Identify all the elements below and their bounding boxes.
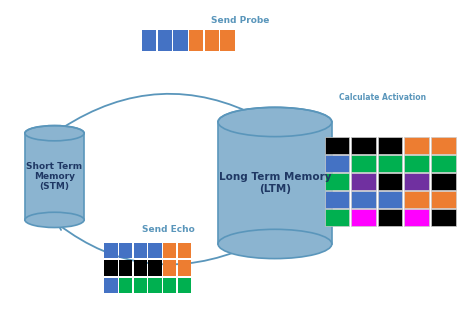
- Bar: [25, 133, 84, 220]
- Bar: [178, 278, 191, 293]
- Ellipse shape: [218, 107, 332, 137]
- Ellipse shape: [218, 229, 332, 259]
- Bar: [325, 137, 349, 154]
- Bar: [142, 30, 156, 51]
- Bar: [351, 191, 376, 208]
- Bar: [104, 243, 118, 258]
- Bar: [325, 173, 349, 190]
- Bar: [378, 209, 402, 226]
- Bar: [119, 278, 132, 293]
- Bar: [178, 260, 191, 276]
- Bar: [325, 191, 349, 208]
- Bar: [104, 278, 118, 293]
- Bar: [148, 278, 162, 293]
- Bar: [431, 173, 456, 190]
- Bar: [205, 30, 219, 51]
- Bar: [178, 243, 191, 258]
- Bar: [134, 260, 147, 276]
- Bar: [404, 155, 429, 172]
- Bar: [163, 260, 176, 276]
- Ellipse shape: [25, 126, 84, 141]
- Bar: [378, 155, 402, 172]
- Bar: [351, 155, 376, 172]
- Bar: [148, 243, 162, 258]
- Ellipse shape: [25, 212, 84, 228]
- Bar: [378, 173, 402, 190]
- Text: Send Echo: Send Echo: [142, 225, 195, 234]
- Bar: [158, 30, 172, 51]
- Bar: [325, 155, 349, 172]
- Bar: [148, 260, 162, 276]
- Ellipse shape: [25, 126, 84, 141]
- Bar: [404, 209, 429, 226]
- Bar: [220, 30, 235, 51]
- Bar: [431, 209, 456, 226]
- Bar: [134, 243, 147, 258]
- Bar: [104, 260, 118, 276]
- Bar: [404, 191, 429, 208]
- Bar: [431, 191, 456, 208]
- Text: Calculate Activation: Calculate Activation: [339, 93, 426, 102]
- Bar: [325, 209, 349, 226]
- Bar: [404, 137, 429, 154]
- Bar: [378, 191, 402, 208]
- Bar: [119, 243, 132, 258]
- Bar: [218, 122, 332, 244]
- Bar: [189, 30, 203, 51]
- Ellipse shape: [218, 107, 332, 137]
- Bar: [351, 173, 376, 190]
- Bar: [351, 137, 376, 154]
- Bar: [119, 260, 132, 276]
- Bar: [404, 173, 429, 190]
- Bar: [163, 243, 176, 258]
- Text: Short Term
Memory
(STM): Short Term Memory (STM): [27, 162, 82, 191]
- Bar: [351, 209, 376, 226]
- Bar: [163, 278, 176, 293]
- Bar: [173, 30, 188, 51]
- Bar: [431, 137, 456, 154]
- Bar: [378, 137, 402, 154]
- Bar: [431, 155, 456, 172]
- Text: Long Term Memory
(LTM): Long Term Memory (LTM): [219, 172, 331, 194]
- Bar: [134, 278, 147, 293]
- Text: Send Probe: Send Probe: [211, 16, 269, 25]
